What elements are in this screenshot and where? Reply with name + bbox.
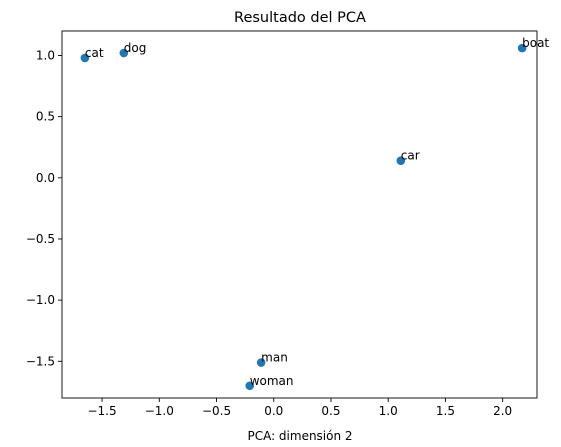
point-label-cat: cat (85, 46, 104, 60)
point-label-boat: boat (522, 36, 549, 50)
x-tick-label: −1.0 (145, 404, 174, 418)
y-tick-label: 0.5 (36, 110, 55, 124)
data-point-car (396, 156, 406, 165)
x-tick-label: −0.5 (202, 404, 231, 418)
y-tick-label: −1.0 (26, 293, 55, 307)
point-label-car: car (401, 149, 420, 163)
x-tick-label: 2.0 (493, 404, 512, 418)
data-point-woman (245, 381, 255, 391)
point-label-woman: woman (250, 374, 294, 388)
y-tick-label: −0.5 (26, 232, 55, 246)
y-tick-label: 1.0 (36, 48, 55, 62)
x-tick-label: 1.5 (436, 404, 455, 418)
data-point-dog (119, 48, 129, 58)
data-point-man (256, 358, 266, 367)
y-tick-label: 0.0 (36, 171, 55, 185)
x-tick-label: 0.0 (264, 404, 283, 418)
chart-title: Resultado del PCA (234, 10, 366, 26)
x-tick-label: 0.5 (321, 404, 340, 418)
point-label-dog: dog (124, 41, 147, 55)
plot-area: −1.5 −1.0 −0.5 0.0 0.5 1.0 1.5 2.0 −1.5 −1.0 −0.5 0… (26, 30, 549, 418)
y-tick-label: −1.5 (26, 354, 55, 368)
x-tick-label: −1.5 (87, 404, 116, 418)
x-axis-label: PCA: dimensión 2 (247, 429, 352, 443)
axes-frame (61, 30, 538, 399)
x-tick-label: 1.0 (379, 404, 398, 418)
data-point-boat (517, 43, 527, 53)
data-point-cat (80, 53, 90, 63)
point-label-man: man (261, 351, 288, 365)
